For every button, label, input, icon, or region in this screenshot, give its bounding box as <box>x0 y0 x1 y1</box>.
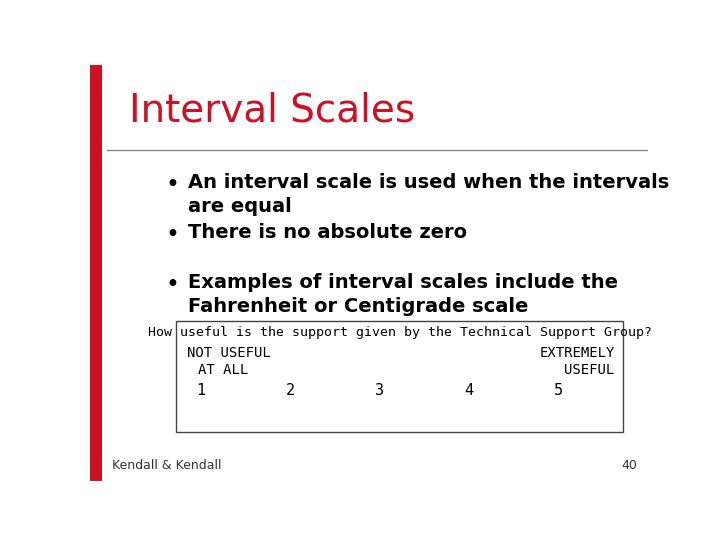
Text: 5: 5 <box>554 383 563 398</box>
Text: 40: 40 <box>621 460 637 472</box>
Text: AT ALL: AT ALL <box>198 363 248 377</box>
FancyBboxPatch shape <box>176 321 623 431</box>
Text: 1: 1 <box>197 383 206 398</box>
Text: NOT USEFUL: NOT USEFUL <box>186 346 270 360</box>
FancyBboxPatch shape <box>90 65 102 481</box>
Text: 3: 3 <box>375 383 384 398</box>
Text: USEFUL: USEFUL <box>564 363 615 377</box>
Text: Interval Scales: Interval Scales <box>129 92 415 130</box>
Text: EXTREMELY: EXTREMELY <box>539 346 615 360</box>
Text: Kendall & Kendall: Kendall & Kendall <box>112 460 222 472</box>
Text: 4: 4 <box>464 383 474 398</box>
Text: An interval scale is used when the intervals
are equal: An interval scale is used when the inter… <box>188 173 669 216</box>
Text: Examples of interval scales include the
Fahrenheit or Centigrade scale: Examples of interval scales include the … <box>188 273 618 316</box>
Text: 2: 2 <box>286 383 295 398</box>
Text: •: • <box>166 173 179 197</box>
Text: How useful is the support given by the Technical Support Group?: How useful is the support given by the T… <box>148 326 652 339</box>
Text: •: • <box>166 223 179 247</box>
Text: •: • <box>166 273 179 296</box>
Text: There is no absolute zero: There is no absolute zero <box>188 223 467 242</box>
